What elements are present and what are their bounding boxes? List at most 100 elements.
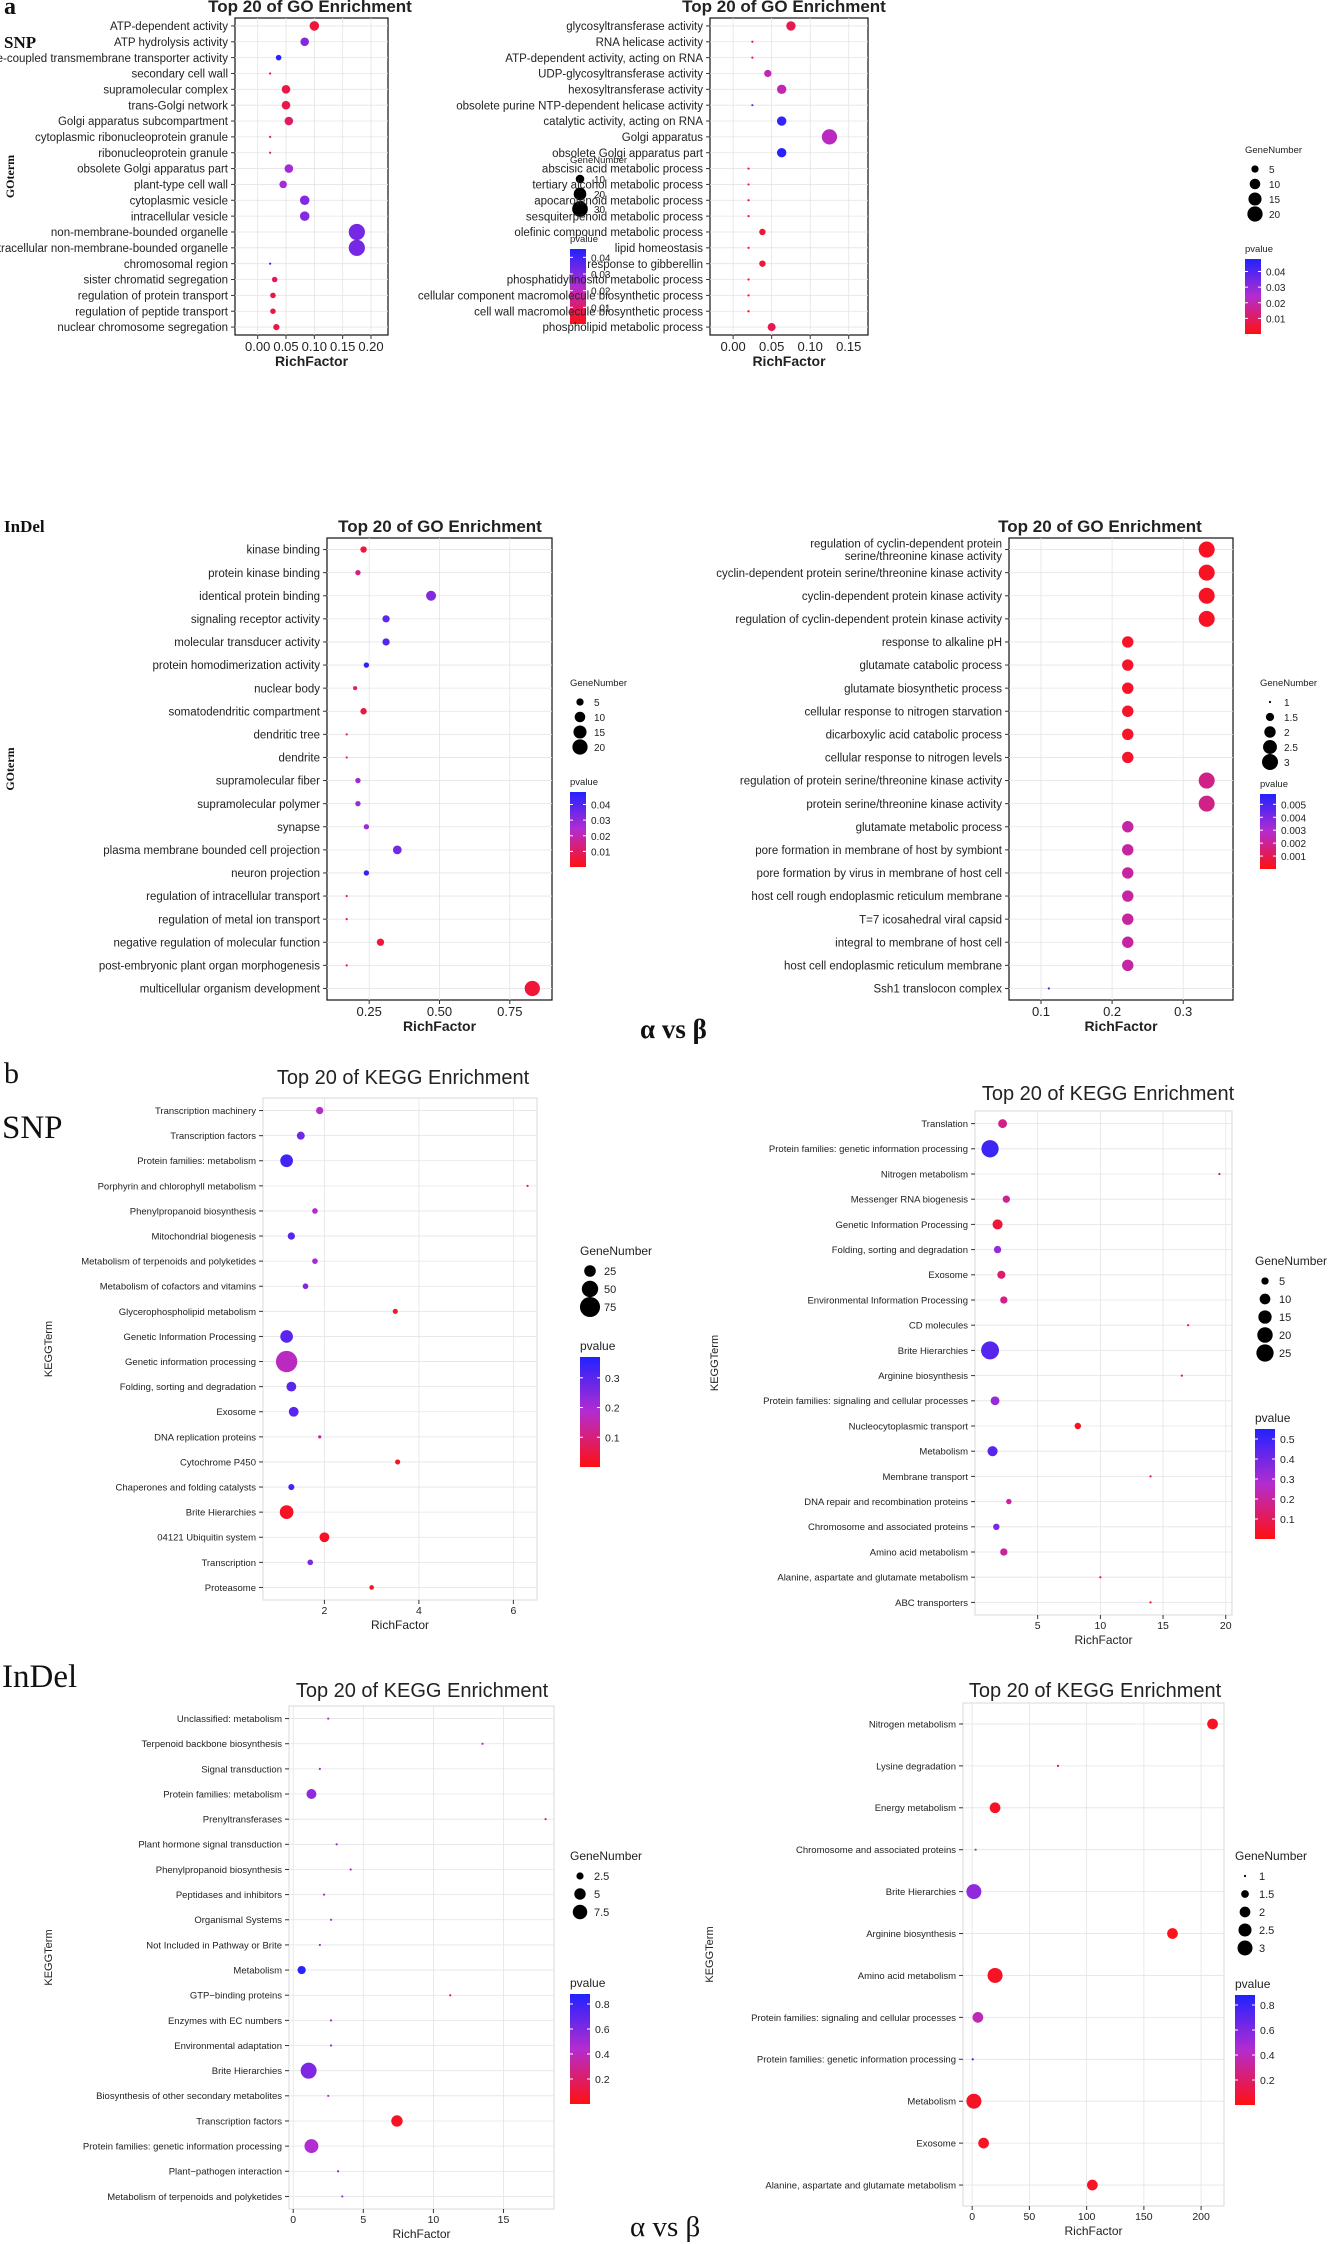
term-label: Transcription machinery (155, 1106, 256, 1117)
size-legend-label: 15 (1279, 1312, 1291, 1324)
term-label: Translation (921, 1119, 968, 1130)
colorbar-tick-label: 0.8 (595, 1999, 610, 2011)
size-legend: GeneNumber 10 20 30 (570, 155, 627, 217)
data-point (279, 1505, 294, 1519)
data-point (966, 1884, 982, 1900)
data-point (1000, 1548, 1008, 1556)
colorbar-tick-label: 0.5 (1280, 1434, 1295, 1446)
x-axis-title: RichFactor (752, 353, 826, 369)
size-legend-label: 5 (1279, 1276, 1285, 1288)
term-label: Protein families: genetic information pr… (83, 2142, 282, 2153)
term-label: Ssh1 translocon complex (874, 984, 1003, 996)
size-legend: GeneNumber 5 10 15 20 25 (1255, 1254, 1327, 1362)
data-point (1000, 1296, 1008, 1304)
size-legend-label: 2 (1259, 1907, 1265, 1919)
data-point (747, 278, 750, 281)
x-tick-label: 5 (360, 2214, 366, 2226)
snp-kegg-group-label: SNP (2, 1110, 63, 1146)
x-tick-label: 0.10 (302, 339, 327, 354)
x-tick-label: 5 (1035, 1620, 1041, 1632)
colorbar-tick-label: 0.4 (1260, 2050, 1275, 2062)
colorbar-tick-label: 0.02 (1266, 299, 1286, 310)
data-point (524, 980, 540, 997)
size-legend-title: GeneNumber (1260, 678, 1317, 689)
pvalue-colorbar (1260, 794, 1276, 869)
size-legend-label: 3 (1284, 758, 1290, 769)
term-label: Enzymes with EC numbers (168, 2016, 282, 2027)
term-label: GTP−binding proteins (190, 1991, 282, 2002)
term-label: ATP hydrolysis activity (114, 37, 228, 49)
term-label: synapse (277, 822, 320, 834)
x-tick-label: 100 (1078, 2211, 1096, 2223)
size-legend-dot (1265, 712, 1275, 722)
term-label: glutamate biosynthetic process (844, 683, 1002, 695)
data-point (1122, 636, 1134, 648)
x-tick-label: 4 (416, 1605, 422, 1617)
data-point (335, 1843, 338, 1846)
data-point (747, 246, 750, 249)
pvalue-legend: pvalue 0.5 0.4 0.3 0.2 0.1 (1255, 1411, 1295, 1539)
pvalue-colorbar (570, 249, 586, 324)
size-legend: GeneNumber 1 1.5 2 2.5 3 (1260, 678, 1317, 770)
x-tick-label: 0.25 (357, 1004, 382, 1019)
chart-title: Top 20 of KEGG Enrichment (277, 1067, 530, 1089)
x-tick-label: 0.2 (1103, 1004, 1121, 1019)
size-legend-label: 7.5 (594, 1907, 609, 1919)
data-point (269, 135, 272, 138)
data-point (981, 1140, 999, 1158)
size-legend-dot (572, 739, 588, 755)
x-tick-label: 0.05 (273, 339, 298, 354)
data-point (363, 824, 370, 830)
term-label: chromosomal region (124, 259, 228, 271)
term-label: regulation of cyclin-dependent protein (810, 539, 1002, 551)
term-label: glutamate metabolic process (856, 822, 1003, 834)
term-label: Terpenoid backbone biosynthesis (142, 1739, 283, 1750)
pvalue-legend: pvalue 0.8 0.6 0.4 0.2 (570, 1976, 610, 2104)
data-point (322, 1893, 326, 1896)
data-point (363, 870, 370, 876)
pvalue-colorbar (580, 1357, 600, 1467)
data-point (998, 1119, 1008, 1129)
term-label: serine/threonine kinase activity (845, 551, 1002, 563)
size-legend-label: 5 (594, 698, 600, 709)
plot-panel (974, 1110, 1233, 1616)
term-label: hexosyltransferase activity (568, 84, 703, 96)
term-label: integral to membrane of host cell (835, 937, 1002, 949)
size-legend-label: 10 (1269, 180, 1281, 191)
data-point (978, 2137, 989, 2149)
term-label: catalytic activity, acting on RNA (543, 116, 703, 128)
colorbar-tick-label: 0.2 (605, 1403, 620, 1415)
pvalue-legend: pvalue 0.04 0.03 0.02 0.01 (570, 777, 611, 867)
size-legend-label: 1.5 (1284, 713, 1298, 724)
y-axis-title: KEGGTerm (704, 1926, 716, 1982)
data-point (1207, 1718, 1218, 1730)
data-point (300, 2062, 317, 2079)
colorbar-tick-label: 0.3 (605, 1373, 620, 1385)
term-label: dicarboxylic acid catabolic process (826, 729, 1003, 741)
x-axis-title: RichFactor (371, 1618, 429, 1632)
pvalue-legend: pvalue 0.04 0.03 0.02 0.01 (1245, 244, 1286, 334)
term-label: pore formation in membrane of host by sy… (755, 845, 1003, 857)
term-label: Protein families: genetic information pr… (769, 1144, 968, 1155)
pvalue-legend-title: pvalue (1260, 779, 1288, 790)
data-point (286, 1381, 297, 1392)
term-label: ATP-dependent activity (110, 21, 228, 33)
data-point (329, 2044, 333, 2047)
data-point (288, 1406, 299, 1417)
size-legend-label: 1 (1259, 1871, 1265, 1883)
term-label: ribonucleoprotein granule (98, 148, 228, 160)
term-label: Proteasome (205, 1583, 256, 1594)
data-point (1122, 705, 1134, 717)
term-label: Messenger RNA biogenesis (851, 1195, 968, 1206)
term-label: cellular component macromolecule biosynt… (418, 291, 703, 303)
chart-title: Top 20 of KEGG Enrichment (969, 1680, 1222, 1702)
colorbar-tick-label: 0.003 (1281, 826, 1306, 837)
data-point (747, 199, 750, 202)
size-legend-dot (1258, 1310, 1272, 1324)
x-axis-title: RichFactor (1084, 1018, 1158, 1034)
y-axis-title: KEGGTerm (709, 1335, 721, 1391)
term-label: Nitrogen metabolism (869, 1719, 956, 1730)
data-point (1149, 1475, 1152, 1478)
term-label: Brite Hierarchies (212, 2066, 282, 2077)
colorbar-tick-label: 0.04 (591, 253, 611, 264)
